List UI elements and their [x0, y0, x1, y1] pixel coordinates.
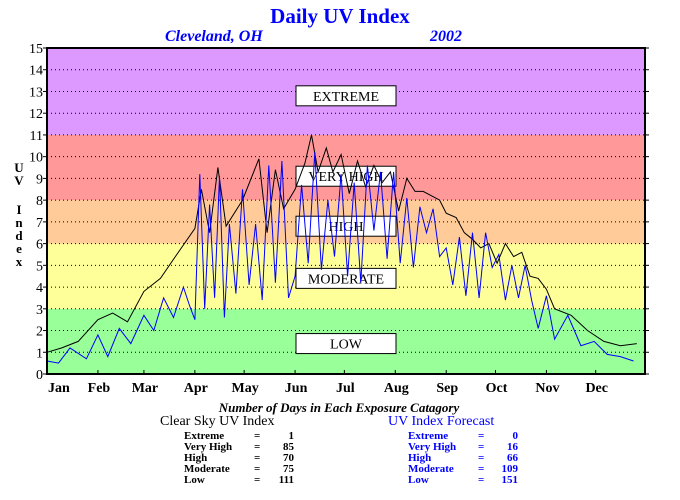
y-tick-label: 8: [36, 194, 43, 209]
table-row: Extreme = 1: [184, 430, 295, 442]
x-axis-ticks: Jan Feb Mar Apr May Jun Jul Aug Sep Oct Nov Dec: [46, 370, 608, 396]
row-label: Extreme: [408, 430, 449, 442]
x-tick-label: Oct: [486, 381, 508, 396]
forecast-stats: UV Index Forecast Extreme = 0 Very High = 16…: [388, 414, 518, 486]
table-row: Low = 111: [184, 474, 294, 486]
y-tick-label: 7: [36, 216, 43, 231]
x-tick-label: Feb: [88, 381, 111, 396]
table-row: Low = 151: [408, 474, 519, 486]
y-tick-label: 10: [29, 151, 43, 166]
x-tick-label: Jun: [285, 381, 308, 396]
y-tick-label: 15: [29, 42, 43, 57]
row-value: 151: [501, 474, 519, 486]
band-label-box: [295, 85, 397, 107]
x-tick-label: Nov: [535, 381, 559, 396]
table-row: Extreme = 0: [408, 430, 519, 442]
table-row: Moderate = 109: [408, 463, 519, 475]
row-label: Very High: [408, 441, 457, 453]
x-tick-label: Sep: [436, 381, 458, 396]
row-value: 66: [507, 452, 518, 464]
row-value: 111: [278, 474, 294, 486]
y-tick-label: 13: [29, 85, 43, 100]
row-value: 0: [512, 430, 519, 442]
x-tick-label: May: [232, 381, 259, 396]
row-label: Moderate: [408, 463, 454, 475]
clear-sky-series-line: [46, 134, 637, 353]
y-tick-label: 9: [36, 172, 43, 187]
band-label-text: EXTREME: [313, 90, 379, 105]
row-value: 16: [507, 441, 518, 453]
table-row: Moderate = 75: [184, 463, 294, 475]
row-value: 1: [288, 430, 295, 442]
y-tick-label: 11: [30, 129, 43, 144]
forecast-series-line: [46, 152, 634, 364]
forecast-title: UV Index Forecast: [388, 414, 495, 429]
y-tick-label: 6: [36, 238, 43, 253]
band-label-box: [295, 333, 397, 355]
band-label-low: LOW: [295, 333, 397, 355]
clear-sky-stats: Clear Sky UV Index Extreme = 1 Very High = 8…: [160, 414, 294, 486]
row-value: 85: [283, 441, 294, 453]
table-row: High = 70: [184, 452, 294, 464]
band-label-text: LOW: [330, 338, 363, 353]
row-value: 75: [283, 463, 294, 475]
y-tick-label: 5: [36, 259, 43, 274]
row-value: 70: [283, 452, 294, 464]
y-tick-label: 4: [36, 281, 43, 296]
band-label-text: HIGH: [329, 220, 364, 235]
row-value: 109: [501, 463, 519, 475]
clear-sky-table: Extreme = 1 Very High = 85 High = 70 Moderate =…: [184, 431, 294, 486]
forecast-table: Extreme = 0 Very High = 16 High = 66 Moderate =…: [408, 431, 518, 486]
x-tick-label: Dec: [585, 381, 608, 396]
row-label: High: [408, 452, 432, 464]
x-tick-label: Apr: [184, 381, 208, 396]
table-row: Very High = 16: [408, 441, 518, 453]
y-tick-label: 0: [36, 368, 43, 383]
row-label: Low: [408, 474, 429, 486]
x-tick-label: Mar: [132, 381, 158, 396]
row-label: Extreme: [184, 430, 225, 442]
y-tick-label: 3: [36, 303, 43, 318]
y-tick-label: 1: [36, 346, 43, 361]
y-tick-label: 12: [29, 107, 43, 122]
band-label-box: [295, 267, 397, 289]
chart-subtitle-location: Cleveland, OH: [165, 28, 263, 45]
band-label-text: MODERATE: [308, 272, 384, 287]
chart-title: Daily UV Index: [270, 4, 410, 28]
band-label-high: HIGH: [295, 215, 397, 237]
row-label: High: [184, 452, 208, 464]
band-label-extreme: EXTREME: [295, 85, 397, 107]
clear-sky-title: Clear Sky UV Index: [160, 414, 275, 429]
row-label: Very High: [184, 441, 233, 453]
x-tick-label: Aug: [384, 381, 409, 396]
row-label: Low: [184, 474, 205, 486]
y-tick-label: 2: [36, 325, 43, 340]
plot-frame: [46, 47, 646, 375]
x-tick-label: Jul: [336, 381, 355, 396]
data-series: [46, 134, 637, 364]
band-label-box: [295, 215, 397, 237]
row-label: Moderate: [184, 463, 230, 475]
band-label-moderate: MODERATE: [295, 267, 397, 289]
y-tick-label: 14: [29, 64, 43, 79]
table-row: High = 66: [408, 452, 518, 464]
stats-title: Number of Days in Each Exposure Catagory: [218, 400, 460, 415]
table-row: Very High = 85: [184, 441, 294, 453]
chart-subtitle-year: 2002: [429, 28, 462, 45]
x-tick-label: Jan: [48, 381, 70, 396]
